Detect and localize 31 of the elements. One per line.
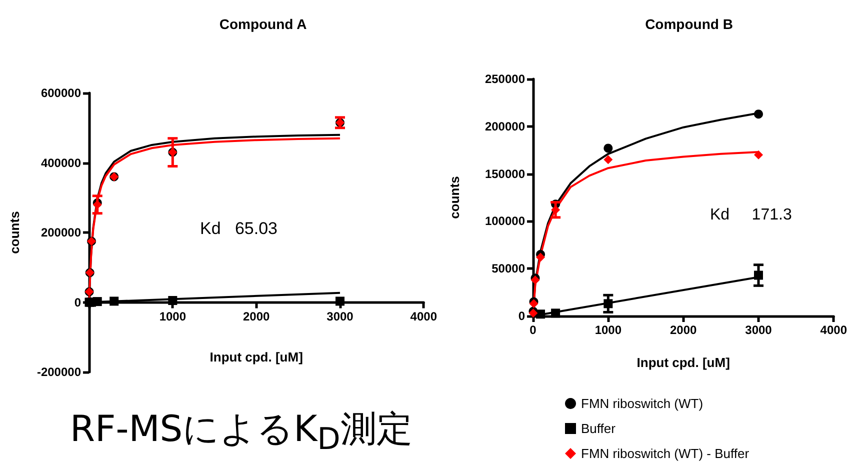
y-tick-label: 100000 (484, 214, 526, 228)
y-axis-title: counts (7, 211, 22, 254)
y-tick-label: 150000 (484, 166, 526, 181)
x-tick-label: 3000 (745, 323, 772, 337)
chart-title: Compound A (219, 16, 307, 32)
y-tick-label: 200000 (484, 119, 526, 134)
legend-label: FMN riboswitch (WT) - Buffer (581, 446, 750, 461)
annotation: Kd 171.3 (710, 206, 792, 224)
y-tick-label: 250000 (484, 72, 526, 86)
text: RF-MSによるK$_{D}$測定 (70, 408, 412, 458)
y-tick-label: 0 (74, 295, 82, 310)
annotation: Kd 65.03 (200, 219, 278, 238)
x-tick-label: 2000 (242, 309, 270, 324)
y-axis-title: counts (447, 176, 462, 219)
y-tick-label: -200000 (36, 365, 82, 379)
y-tick-label: 400000 (40, 156, 82, 170)
x-tick-label: 4000 (820, 323, 848, 337)
y-tick-label: 600000 (40, 86, 82, 100)
x-axis-title: Input cpd. [uM] (636, 355, 730, 370)
x-axis-title: Input cpd. [uM] (210, 349, 303, 364)
x-tick-label: 1000 (159, 309, 186, 324)
chart-title: Compound B (645, 16, 733, 32)
x-tick-label: 4000 (410, 309, 438, 324)
y-tick-label: 50000 (492, 262, 526, 276)
x-tick-label: 2000 (670, 323, 697, 337)
x-tick-label: 0 (530, 323, 537, 337)
x-tick-label: 1000 (594, 323, 622, 337)
x-tick-label: 3000 (326, 309, 354, 324)
y-tick-label: 200000 (40, 226, 82, 240)
legend-label: FMN riboswitch (WT) (581, 396, 704, 411)
legend-label: Buffer (581, 421, 616, 436)
